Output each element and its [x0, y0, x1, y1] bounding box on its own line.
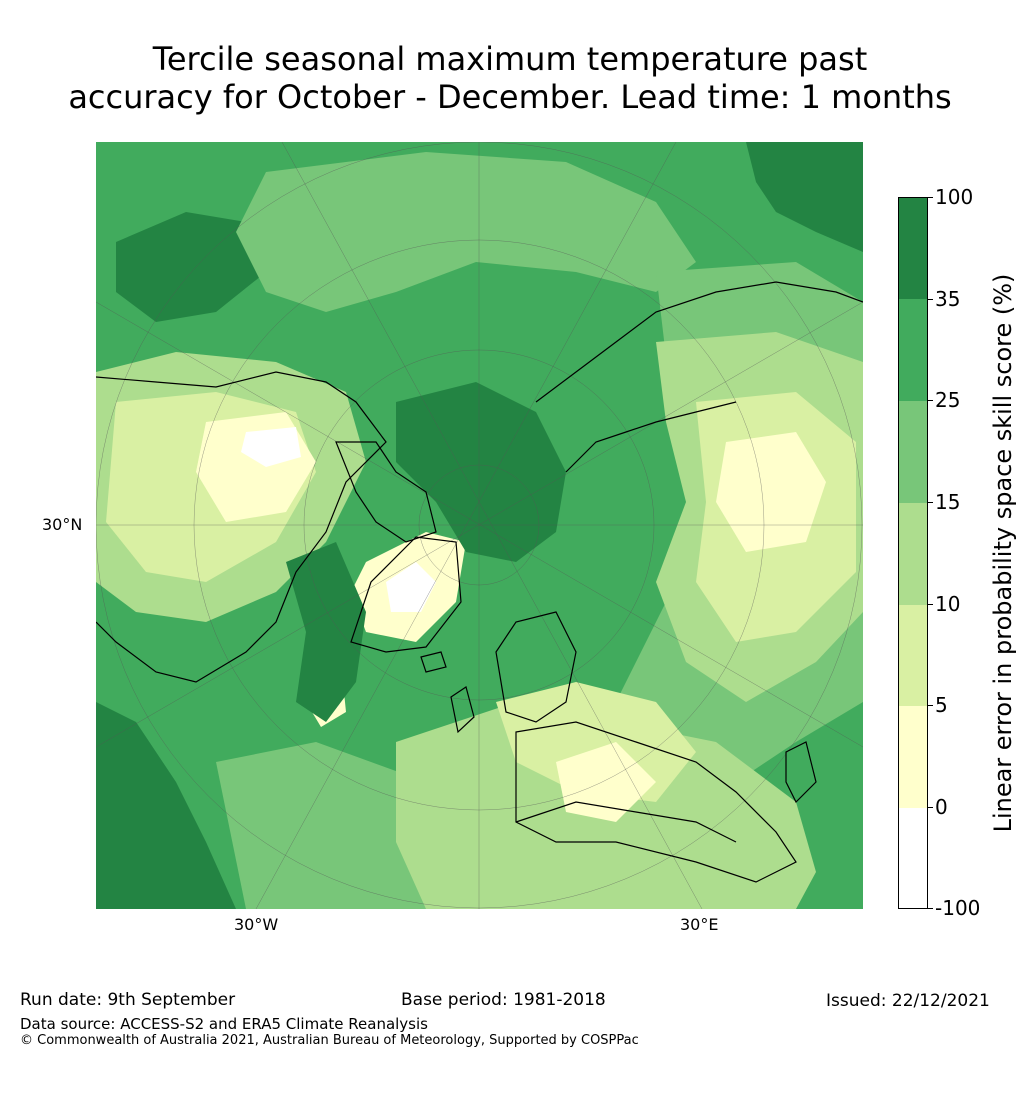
region-upper-left-dark [116, 212, 266, 322]
title-line-2: accuracy for October - December. Lead ti… [68, 78, 952, 116]
lon-label-30w: 30°W [234, 915, 279, 934]
colorbar-tick-label: 25 [935, 388, 961, 412]
coast-mediterranean [515, 801, 737, 843]
polar-map [96, 142, 863, 909]
region-white-canada [241, 427, 301, 467]
colorbar-tick-label: 0 [935, 795, 948, 819]
map-canvas [96, 142, 863, 909]
colorbar-tick-label: 5 [935, 693, 948, 717]
colorbar-tick-label: 35 [935, 287, 961, 311]
coast-north-america [96, 371, 387, 683]
region-cream-siberia [716, 432, 826, 552]
coast-caspian [785, 741, 817, 804]
region-light-green-north [236, 152, 696, 312]
region-sw-atlantic-dark [96, 702, 236, 909]
colorbar-tickmark [928, 197, 933, 198]
title-line-1: Tercile seasonal maximum temperature pas… [152, 40, 868, 78]
colorbar [898, 197, 928, 909]
coast-iceland [420, 651, 447, 673]
colorbar-tick-label: 100 [935, 185, 974, 209]
colorbar-segment-35-100 [899, 198, 927, 299]
region-cream-africa [556, 742, 656, 822]
coast-greenland [350, 536, 462, 653]
meridian-30w [255, 142, 677, 909]
colorbar-label: Linear error in probability space skill … [989, 273, 1017, 833]
run-date: Run date: 9th September [20, 990, 236, 1010]
base-period: Base period: 1981-2018 [401, 990, 606, 1010]
colorbar-segment-15-25 [899, 401, 927, 503]
coast-scandinavia [495, 611, 577, 723]
colorbar-tickmark [928, 502, 933, 503]
coast-canadian-archipelago [335, 441, 437, 543]
colorbar-tickmark [928, 604, 933, 605]
coast-europe [515, 721, 797, 883]
meridian-30e [281, 142, 703, 909]
colorbar-tick-label: 10 [935, 592, 961, 616]
issued-date: Issued: 22/12/2021 [826, 991, 990, 1011]
coast-siberia [565, 401, 737, 473]
data-source: Data source: ACCESS-S2 and ERA5 Climate … [20, 1015, 428, 1033]
colorbar-tickmark [928, 400, 933, 401]
coast-russia-arctic [535, 281, 863, 403]
colorbar-tickmark [928, 705, 933, 706]
region-arctic-dark [396, 382, 566, 562]
coastlines [96, 281, 863, 883]
graticule [96, 142, 863, 909]
lat-label-30n: 30°N [42, 515, 83, 534]
region-atlantic-dark-band [286, 542, 366, 722]
colorbar-segment-0-5 [899, 706, 927, 808]
meridian-60e [96, 301, 863, 748]
map-title: Tercile seasonal maximum temperature pas… [0, 40, 1020, 116]
copyright: © Commonwealth of Australia 2021, Austra… [20, 1033, 639, 1048]
colorbar-segment-25-35 [899, 299, 927, 401]
colorbar-segment-neg100-0 [899, 808, 927, 908]
colorbar-tickmark [928, 908, 933, 909]
coast-britain [450, 686, 475, 734]
region-north-pacific-dark [746, 142, 863, 252]
colorbar-segment-10-15 [899, 503, 927, 605]
colorbar-tickmark [928, 299, 933, 300]
colorbar-tick-label: -100 [935, 896, 981, 920]
lon-label-30e: 30°E [680, 915, 719, 934]
colorbar-segment-5-10 [899, 605, 927, 706]
colorbar-tick-label: 15 [935, 490, 961, 514]
colorbar-tickmark [928, 807, 933, 808]
region-white-greenland [386, 562, 436, 612]
